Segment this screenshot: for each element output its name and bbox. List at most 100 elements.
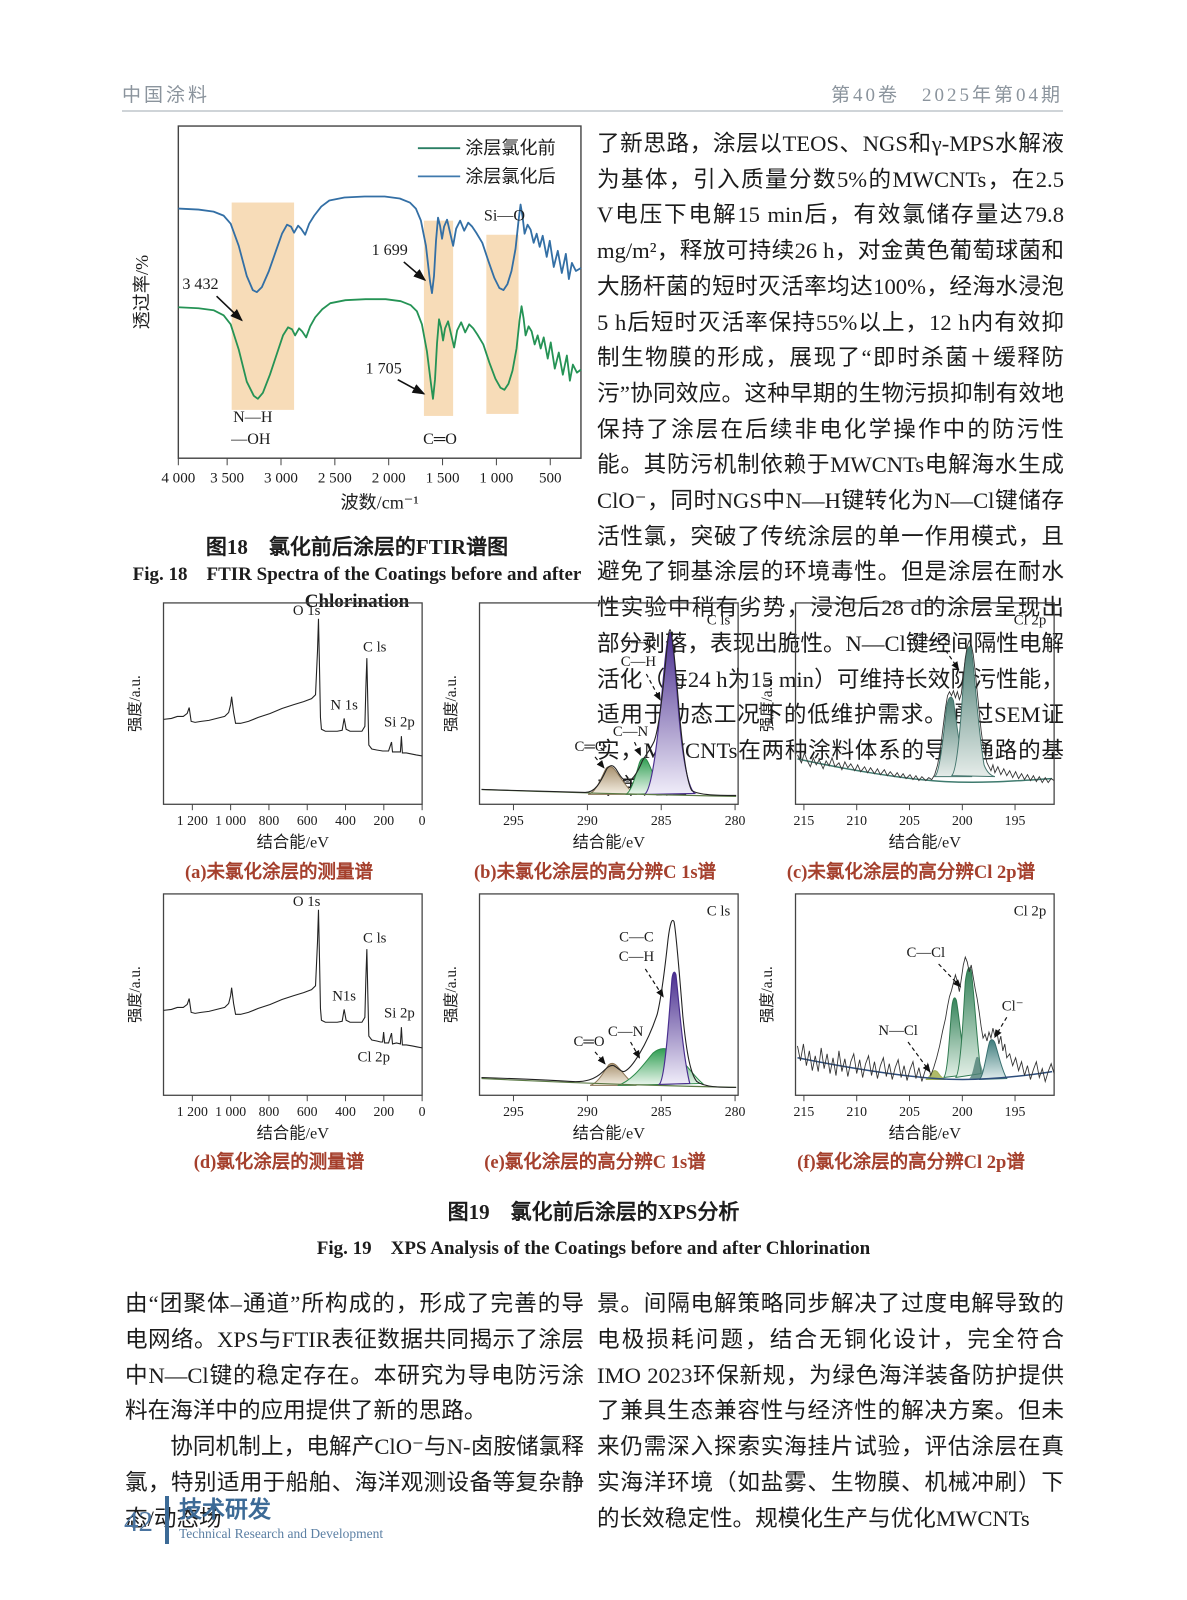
tick: 1 000 xyxy=(215,1104,246,1119)
tick: 195 xyxy=(1005,813,1026,828)
label-ccl: C—Cl xyxy=(912,632,951,648)
tick: 200 xyxy=(952,813,973,828)
ftir-tick: 2 000 xyxy=(372,470,406,486)
tick: 800 xyxy=(259,813,280,828)
xps-panel-c: Cl 2p C—Cl 215 210 205 200 195 结合能/eV 强度… xyxy=(758,597,1064,884)
arrow-cc-ch xyxy=(644,968,664,998)
x-axis: 1 200 1 000 800 600 400 200 0 xyxy=(177,1094,426,1119)
body-text-bottom-right: 景。间隔电解策略同步解决了过度电解导致的电极损耗问题，结合无铜化设计，完全符合I… xyxy=(597,1286,1064,1537)
x-label: 结合能/eV xyxy=(889,833,962,852)
arrow-cn xyxy=(630,1041,640,1059)
xps-cl2p-chart-c: Cl 2p C—Cl 215 210 205 200 195 结合能/eV 强度… xyxy=(759,602,1055,852)
survey-trace xyxy=(163,909,423,1049)
tick: 200 xyxy=(952,1104,973,1119)
xps-survey-chart-a: O 1s C ls N 1s Si 2p 1 200 1 000 800 600… xyxy=(127,602,426,852)
xps-panel-e: C ls C—C C—H C—N C═O 295 290 285 280 结合能… xyxy=(442,888,748,1175)
ftir-x-label: 波数/cm⁻¹ xyxy=(340,493,418,513)
peak-co xyxy=(589,1062,637,1086)
arrow-ncl xyxy=(907,1041,931,1073)
ftir-tick: 3 000 xyxy=(264,470,298,486)
legend-label-before: 涂层氯化前 xyxy=(465,138,556,158)
x-label: 结合能/eV xyxy=(573,833,646,852)
ftir-plot-border xyxy=(177,125,582,459)
x-label: 结合能/eV xyxy=(889,1123,962,1142)
tick: 280 xyxy=(725,813,746,828)
ftir-chart: 涂层氯化前 涂层氯化后 3 432 1 699 Si—O 1 705 N—H —… xyxy=(132,125,582,513)
xps-survey-chart-d: O 1s C ls N1s Si 2p Cl 2p 1 200 1 000 80… xyxy=(127,892,426,1142)
tick: 285 xyxy=(651,813,672,828)
baseline xyxy=(797,1056,1053,1080)
label-cn: C—N xyxy=(613,724,649,740)
survey-trace xyxy=(163,618,423,757)
peak-label-cl2p: Cl 2p xyxy=(358,1049,390,1065)
label-ch: C—H xyxy=(621,654,657,670)
ftir-tick: 4 000 xyxy=(161,470,195,486)
fig19-captions: 图19 氯化前后涂层的XPS分析 Fig. 19 XPS Analysis of… xyxy=(0,1196,1187,1260)
tick: 200 xyxy=(373,1104,394,1119)
tick: 215 xyxy=(794,1104,815,1119)
page-number: 42 xyxy=(124,1506,153,1538)
arrow-cc-ch xyxy=(645,673,661,701)
page-footer: 42 技术研发 Technical Research and Developme… xyxy=(124,1496,383,1544)
tick: 280 xyxy=(725,1104,746,1119)
paragraph: 景。间隔电解策略同步解决了过度电解导致的电极损耗问题，结合无铜化设计，完全符合I… xyxy=(597,1291,1064,1531)
y-label: 强度/a.u. xyxy=(759,675,776,732)
xps-panel-b: C ls C—C C—H C—N C═O 295 290 285 280 结合能… xyxy=(442,597,748,884)
xps-panel-d: O 1s C ls N1s Si 2p Cl 2p 1 200 1 000 80… xyxy=(126,888,432,1175)
label-ccl: C—Cl xyxy=(906,945,945,961)
annotation-1705: 1 705 xyxy=(366,361,402,378)
tick: 400 xyxy=(335,813,356,828)
figure-18: 涂层氯化前 涂层氯化后 3 432 1 699 Si—O 1 705 N—H —… xyxy=(128,120,586,615)
x-label: 结合能/eV xyxy=(257,1123,330,1142)
tick: 1 200 xyxy=(177,813,208,828)
panel-a-caption: (a)未氯化涂层的测量谱 xyxy=(184,862,374,883)
plot-border xyxy=(794,602,1055,805)
y-label: 强度/a.u. xyxy=(759,966,776,1023)
peak-label-c1s: C ls xyxy=(363,639,387,655)
baseline xyxy=(797,758,1053,783)
panel-c-caption: (c)未氯化涂层的高分辨Cl 2p谱 xyxy=(786,862,1036,883)
label-cc: C—C xyxy=(619,929,654,945)
x-axis: 215 210 205 200 195 xyxy=(794,1094,1026,1119)
plot-border xyxy=(794,892,1055,1096)
peak-label-si2p: Si 2p xyxy=(384,714,415,730)
arrow-1699 xyxy=(403,261,427,282)
label-ch: C—H xyxy=(619,949,655,965)
curve-before-chlorination xyxy=(178,298,582,400)
arrow-3432 xyxy=(216,295,243,322)
noisy-trace xyxy=(797,955,1055,1083)
tick: 1 000 xyxy=(215,813,246,828)
tick: 1 200 xyxy=(177,1104,208,1119)
tick: 195 xyxy=(1005,1104,1026,1119)
plot-border xyxy=(478,892,739,1096)
peak-clminus xyxy=(978,1038,1008,1080)
tick: 800 xyxy=(259,1104,280,1119)
arrow-co xyxy=(594,756,605,769)
xps-panel-a: O 1s C ls N 1s Si 2p 1 200 1 000 800 600… xyxy=(126,597,432,884)
ftir-tick: 1 500 xyxy=(426,470,460,486)
annotation-si-o: Si—O xyxy=(484,208,525,225)
ftir-tick: 2 500 xyxy=(318,470,352,486)
section-title: 技术研发 xyxy=(179,1496,271,1522)
ftir-tick: 3 500 xyxy=(210,470,244,486)
plot-border xyxy=(478,602,739,805)
arrow-1705 xyxy=(397,378,426,395)
label-co: C═O xyxy=(574,1034,605,1050)
journal-name: 中国涂料 xyxy=(122,85,211,106)
fig18-caption-en-2: Chlorination xyxy=(304,590,410,612)
tick: 205 xyxy=(899,1104,920,1119)
corner-label: Cl 2p xyxy=(1014,613,1046,629)
fig19-caption-en: Fig. 19 XPS Analysis of the Coatings bef… xyxy=(316,1238,871,1259)
peak-cc-ch xyxy=(657,971,691,1085)
ftir-x-axis: 4 000 3 500 3 000 2 500 2 000 1 500 1 00… xyxy=(161,458,562,486)
label-ncl: N—Cl xyxy=(878,1023,917,1039)
tick: 210 xyxy=(846,1104,867,1119)
y-label: 强度/a.u. xyxy=(127,675,144,732)
y-label: 强度/a.u. xyxy=(443,966,460,1023)
section-title-en: Technical Research and Development xyxy=(179,1526,384,1541)
annotation-n-h: N—H xyxy=(233,409,273,426)
arrow-ccl xyxy=(945,649,960,671)
peak-label-o1s: O 1s xyxy=(293,893,321,909)
tick: 600 xyxy=(297,1104,318,1119)
